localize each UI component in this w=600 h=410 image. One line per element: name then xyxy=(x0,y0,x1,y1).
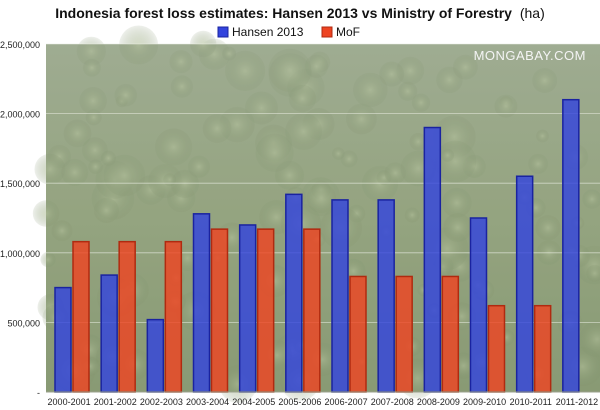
y-tick-label: 2,000,000 xyxy=(0,110,40,120)
bar-hansen xyxy=(331,199,349,393)
bar-hansen xyxy=(100,274,118,393)
bar-hansen xyxy=(238,224,257,393)
bar-hansen xyxy=(423,126,442,393)
legend-label-mof: MoF xyxy=(336,25,360,39)
y-tick-label: 1,000,000 xyxy=(0,249,40,259)
bar-hansen xyxy=(54,286,72,393)
y-tick-label: 2,500,000 xyxy=(0,40,40,50)
y-axis: - 500,000 1,000,000 1,500,000 2,000,000 2,500… xyxy=(0,40,40,398)
bar-hansen xyxy=(285,193,303,393)
bar-mof xyxy=(118,240,136,393)
x-tick-label: 2010-2011 xyxy=(510,397,552,407)
y-tick-label: 500,000 xyxy=(7,318,40,328)
bar-hansen xyxy=(562,98,580,393)
bars xyxy=(54,98,580,393)
x-tick-label: 2003-2004 xyxy=(186,397,229,407)
gridlines xyxy=(46,43,600,323)
bar-hansen xyxy=(469,217,488,393)
x-tick-label: 2001-2002 xyxy=(94,397,137,407)
bar-mof xyxy=(303,228,321,393)
x-tick-label: 2008-2009 xyxy=(417,397,460,407)
bar-mof xyxy=(164,240,183,393)
chart-title: Indonesia forest loss estimates: Hansen … xyxy=(55,5,545,21)
bar-mof xyxy=(349,275,367,393)
bar-mof xyxy=(256,228,275,393)
x-tick-label: 2004-2005 xyxy=(232,397,275,407)
x-tick-label: 2011-2012 xyxy=(556,397,598,407)
y-tick-label: 1,500,000 xyxy=(0,179,40,189)
bar-mof xyxy=(395,275,413,393)
legend-swatch-hansen xyxy=(217,26,229,38)
bar-mof xyxy=(72,240,90,393)
legend-label-hansen: Hansen 2013 xyxy=(232,25,304,39)
bar-mof xyxy=(487,304,506,393)
bar-hansen xyxy=(192,213,211,393)
legend: Hansen 2013 MoF xyxy=(217,25,360,39)
bar-mof xyxy=(210,228,229,393)
x-tick-label: 2009-2010 xyxy=(463,397,506,407)
x-tick-label: 2005-2006 xyxy=(278,397,321,407)
x-axis: 2000-2001 2001-2002 2002-2003 2003-2004 2004… xyxy=(46,391,600,407)
bar-hansen xyxy=(515,175,534,393)
x-tick-label: 2007-2008 xyxy=(371,397,414,407)
x-tick-label: 2006-2007 xyxy=(325,397,368,407)
bar-hansen xyxy=(377,199,395,393)
bar-hansen xyxy=(146,318,165,393)
y-tick-label: - xyxy=(37,388,40,398)
watermark: MONGABAY.COM xyxy=(474,48,586,63)
bar-mof xyxy=(533,304,552,393)
x-tick-label: 2000-2001 xyxy=(48,397,91,407)
x-tick-label: 2002-2003 xyxy=(140,397,183,407)
bar-mof xyxy=(441,275,460,393)
legend-swatch-mof xyxy=(321,26,333,38)
